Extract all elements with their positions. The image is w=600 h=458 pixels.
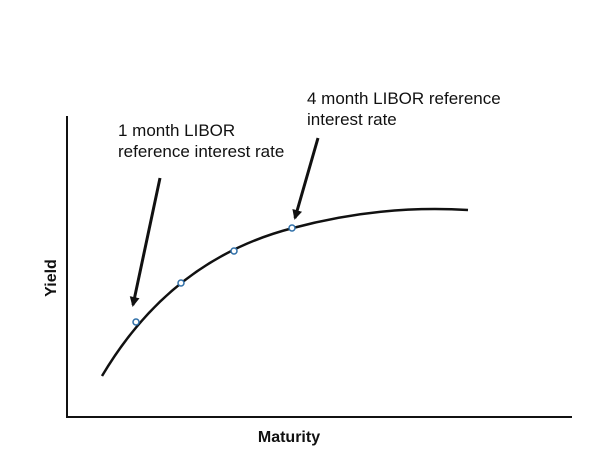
curve-point-2-month [177, 279, 185, 287]
curve-point-4-month [288, 224, 296, 232]
annotation-1-line-2: reference interest rate [118, 142, 285, 161]
y-axis-title: Yield [43, 259, 60, 297]
arrow-1-month [129, 177, 162, 307]
annotation-4-line-2: interest rate [307, 110, 397, 129]
annotation-4-line-1: 4 month LIBOR reference [307, 89, 501, 108]
annotation-1-month-libor: 1 month LIBOR reference interest rate [118, 120, 284, 162]
annotation-4-month-libor: 4 month LIBOR reference interest rate [307, 88, 501, 130]
x-axis-title: Maturity [258, 429, 320, 446]
yield-curve [100, 207, 469, 377]
arrow-4-month [292, 137, 320, 220]
curve-point-3-month [230, 247, 238, 255]
curve-point-1-month [132, 318, 140, 326]
annotation-1-line-1: 1 month LIBOR [118, 121, 236, 140]
